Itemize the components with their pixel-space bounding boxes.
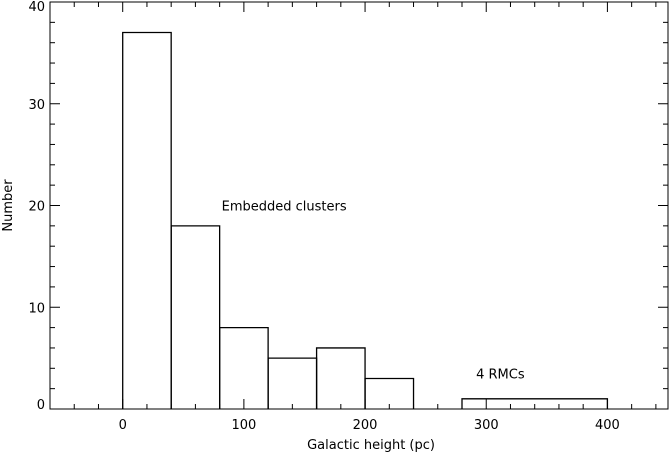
y-tick-label: 10 [28, 301, 45, 316]
annotation-rmcs: 4 RMCs [476, 367, 525, 382]
y-tick-label: 0 [37, 398, 45, 413]
histogram-series [122, 31, 609, 409]
histogram-bar [218, 326, 269, 409]
histogram-bar [364, 377, 415, 409]
x-axis-title: Galactic height (pc) [307, 438, 435, 453]
x-tick-label: 100 [231, 418, 256, 433]
axis-ticks [49, 1, 668, 410]
histogram-bar [315, 347, 366, 409]
histogram-series-0 [122, 31, 415, 409]
y-axis-title: Number [1, 179, 16, 232]
axis-tick-labels: 0 100 200 300 400 0 10 20 30 40 [28, 0, 619, 433]
annotation-embedded-clusters: Embedded clusters [222, 200, 347, 215]
histogram-bar [267, 357, 318, 409]
x-tick-label: 200 [353, 418, 378, 433]
x-tick-label: 400 [595, 418, 620, 433]
y-tick-label: 30 [28, 98, 45, 113]
y-tick-label: 40 [28, 0, 45, 15]
histogram-bar [122, 31, 172, 409]
histogram-series-1 [461, 398, 609, 409]
x-tick-label: 0 [119, 418, 127, 433]
x-tick-label: 300 [474, 418, 499, 433]
histogram-bar [461, 398, 609, 409]
histogram-bar [170, 225, 221, 409]
y-tick-label: 20 [28, 200, 45, 215]
